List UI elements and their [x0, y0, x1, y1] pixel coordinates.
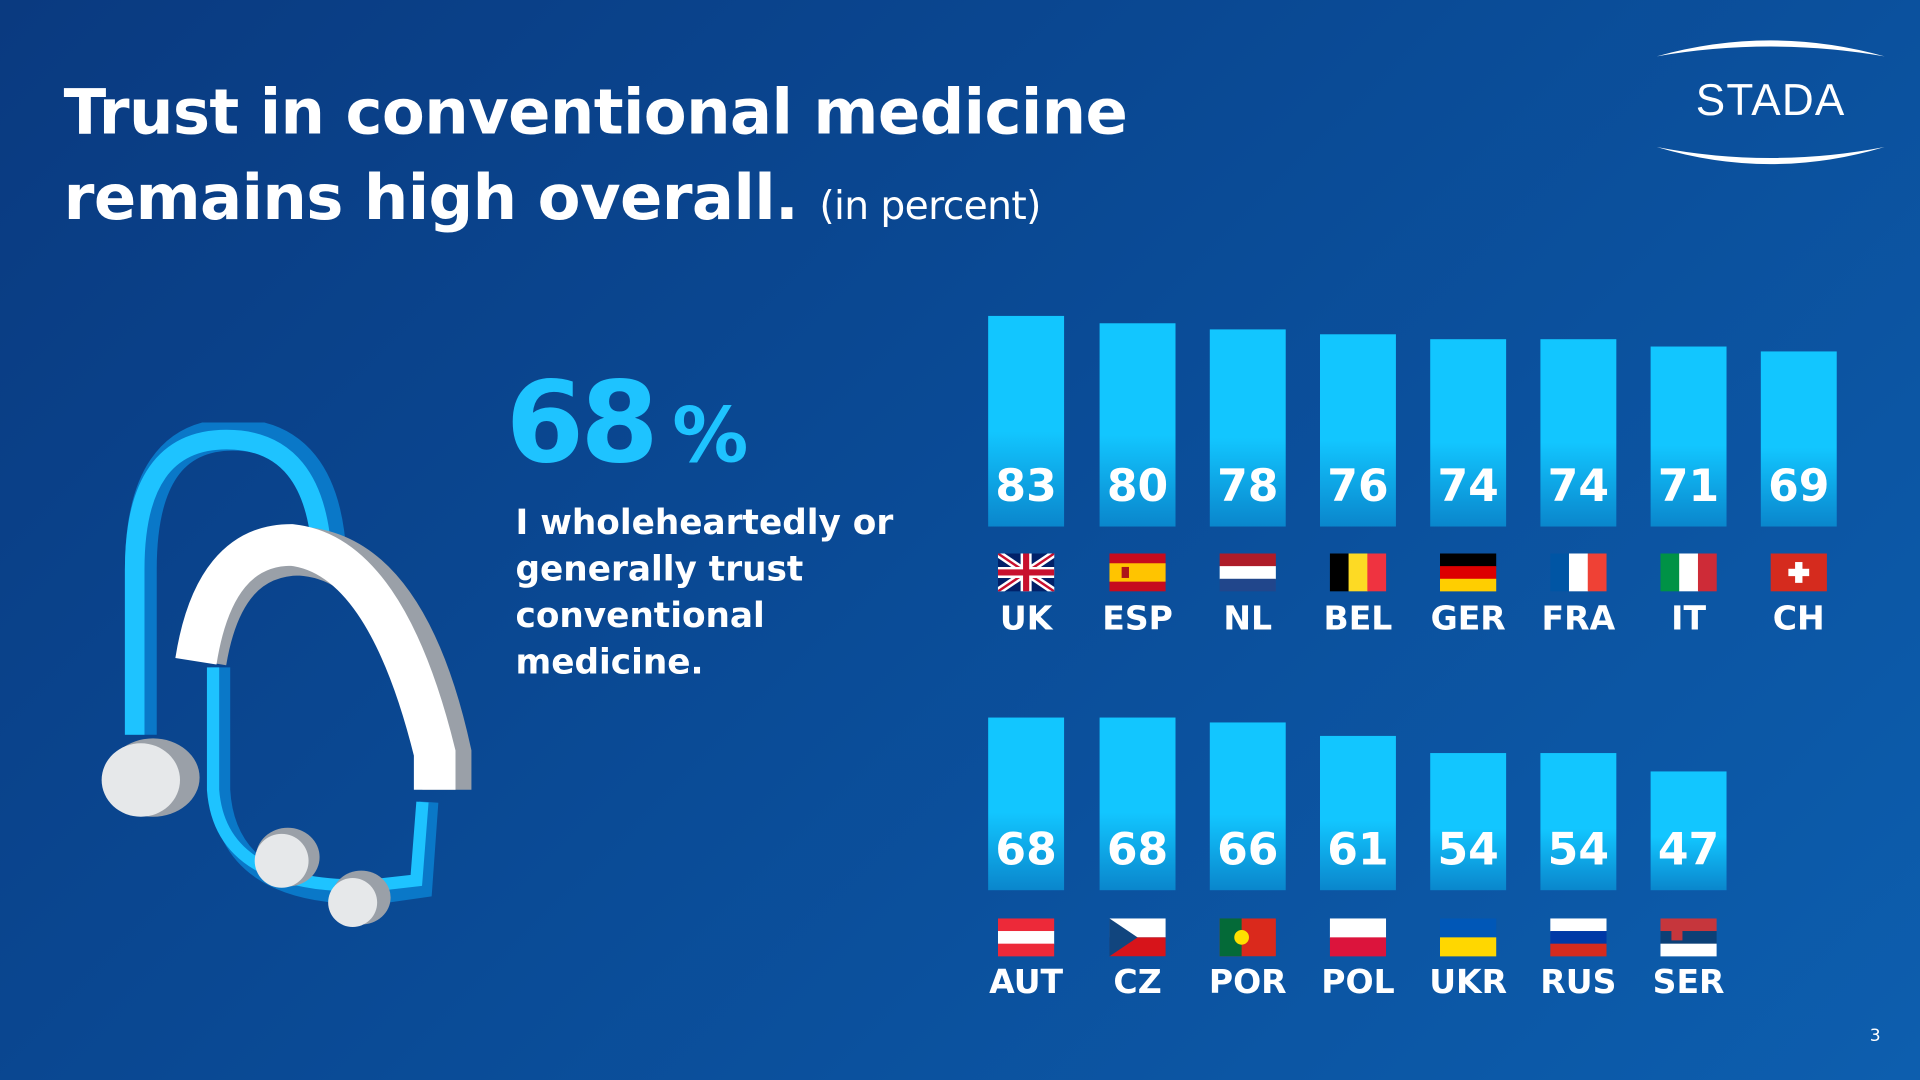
flag-fra-icon	[1550, 553, 1607, 592]
data-label: 76	[1327, 461, 1389, 512]
bar-por	[1209, 722, 1286, 891]
bar-ser	[1650, 771, 1727, 891]
category-label: GER	[1430, 600, 1506, 638]
bar-ch	[1760, 351, 1837, 527]
flag-bel-icon	[1329, 553, 1387, 592]
data-label: 68	[995, 825, 1057, 876]
bar-fra	[1540, 338, 1617, 527]
bar-pol	[1320, 735, 1396, 891]
highlight-value: 68%	[505, 357, 749, 489]
flag-aut-icon	[997, 918, 1055, 957]
flag-esp-icon	[1109, 553, 1166, 592]
data-label: 61	[1327, 825, 1389, 876]
category-label: ESP	[1102, 600, 1173, 638]
flag-pol-icon	[1329, 918, 1387, 957]
page-title: Trust in conventional medicine remains h…	[64, 71, 1128, 249]
stada-logo: STADA	[1656, 40, 1885, 165]
flag-cz-icon	[1109, 918, 1166, 957]
data-label: 68	[1106, 825, 1169, 876]
bar-bel	[1320, 333, 1396, 527]
category-label: NL	[1223, 600, 1273, 638]
data-label: 74	[1437, 461, 1499, 512]
category-label: RUS	[1540, 963, 1617, 1002]
flag-ukr-icon	[1440, 918, 1497, 957]
data-label: 78	[1217, 461, 1279, 512]
bar-aut	[988, 717, 1065, 891]
bar-nl	[1209, 328, 1286, 527]
headset-icon	[101, 422, 472, 927]
flag-ser-icon	[1660, 918, 1717, 957]
title-line-2: remains high overall.	[63, 162, 799, 236]
highlight-unit: %	[672, 390, 748, 481]
data-label: 66	[1217, 825, 1279, 876]
bar-rus	[1540, 753, 1617, 891]
flag-rus-icon	[1550, 918, 1607, 957]
logo-text: STADA	[1696, 76, 1846, 125]
flag-uk-icon	[997, 553, 1055, 592]
flag-nl-icon	[1219, 553, 1276, 592]
data-label: 69	[1768, 461, 1830, 512]
data-label: 74	[1547, 461, 1610, 512]
title-unit: (in percent)	[819, 182, 1041, 229]
flag-por-icon	[1219, 918, 1276, 957]
page-number: 3	[1869, 1026, 1881, 1046]
category-label: FRA	[1541, 600, 1616, 638]
category-label: POR	[1208, 963, 1287, 1002]
category-label: CZ	[1113, 963, 1162, 1002]
highlight-number: 68	[505, 357, 659, 489]
bar-it	[1650, 346, 1727, 527]
data-label: 71	[1657, 461, 1720, 512]
category-label: IT	[1671, 600, 1707, 638]
category-label: UK	[999, 600, 1053, 638]
data-label: 83	[995, 461, 1057, 512]
category-label: POL	[1321, 963, 1395, 1002]
flag-it-icon	[1660, 553, 1717, 592]
category-label: UKR	[1429, 963, 1508, 1002]
bar-esp	[1099, 323, 1176, 527]
data-label: 54	[1437, 825, 1499, 876]
category-label: AUT	[989, 963, 1064, 1002]
bar-ger	[1430, 338, 1507, 527]
bar-cz	[1099, 717, 1176, 891]
data-label: 80	[1106, 461, 1169, 512]
category-label: CH	[1772, 600, 1825, 638]
bar-uk	[988, 316, 1065, 527]
highlight-text: I wholeheartedly or generally trust conv…	[515, 502, 894, 683]
title-line-1: Trust in conventional medicine	[63, 77, 1128, 150]
flag-ch-icon	[1770, 553, 1827, 592]
data-label: 47	[1657, 825, 1720, 876]
category-label: BEL	[1323, 600, 1393, 638]
category-label: SER	[1652, 963, 1725, 1002]
flag-ger-icon	[1440, 553, 1497, 592]
bar-ukr	[1430, 753, 1507, 891]
data-label: 54	[1547, 825, 1610, 876]
